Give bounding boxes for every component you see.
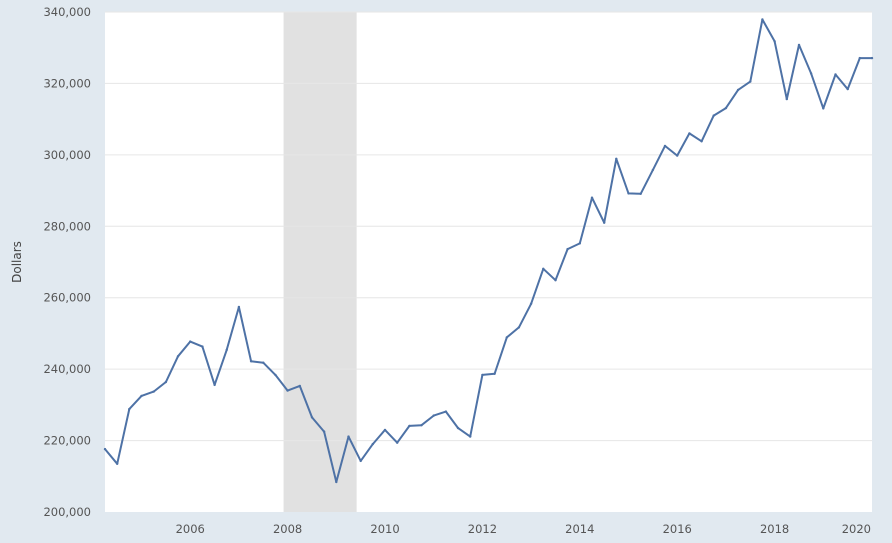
data-point xyxy=(517,326,521,329)
data-point xyxy=(298,384,301,388)
data-point xyxy=(700,140,703,143)
data-point xyxy=(749,80,752,83)
y-tick-label: 260,000 xyxy=(43,291,91,305)
data-point xyxy=(408,424,411,428)
data-point xyxy=(542,267,545,270)
data-point xyxy=(444,410,448,413)
data-point xyxy=(469,435,472,438)
data-point xyxy=(140,394,143,398)
data-point xyxy=(615,157,618,160)
data-point xyxy=(566,247,569,251)
data-point xyxy=(322,430,326,433)
data-point xyxy=(286,389,289,392)
data-point xyxy=(432,414,435,417)
data-point xyxy=(383,428,387,432)
data-point xyxy=(164,380,168,384)
x-axis-tick-labels: 2006 2008 2010 2012 2014 2016 2018 2020 xyxy=(176,522,871,536)
x-tick-label: 2020 xyxy=(842,522,871,536)
data-point xyxy=(761,18,764,21)
data-point xyxy=(797,43,801,47)
data-point xyxy=(858,56,861,60)
data-point xyxy=(724,106,728,110)
data-point xyxy=(554,279,557,282)
data-point xyxy=(603,221,606,224)
gridlines xyxy=(105,11,872,442)
data-point xyxy=(456,426,460,430)
data-point xyxy=(420,424,423,427)
x-tick-label: 2014 xyxy=(565,522,594,536)
data-point xyxy=(103,447,107,451)
data-point xyxy=(152,390,155,393)
x-tick-label: 2006 xyxy=(176,522,205,536)
x-tick-label: 2010 xyxy=(370,522,399,536)
data-point xyxy=(822,107,825,110)
data-point xyxy=(578,242,581,245)
data-point xyxy=(493,372,496,375)
data-point xyxy=(237,305,241,309)
data-point xyxy=(347,435,350,438)
y-tick-label: 340,000 xyxy=(43,5,91,19)
y-tick-label: 200,000 xyxy=(43,505,91,519)
y-tick-label: 220,000 xyxy=(43,434,91,448)
x-tick-label: 2012 xyxy=(468,522,497,536)
data-point xyxy=(590,196,594,199)
data-point xyxy=(736,88,740,92)
plot-area xyxy=(105,12,872,512)
recession-shading-layer xyxy=(283,12,357,512)
data-point xyxy=(809,72,813,75)
data-point xyxy=(310,416,314,419)
x-tick-label: 2018 xyxy=(760,522,789,536)
data-point xyxy=(846,87,849,91)
data-point xyxy=(116,462,119,465)
y-tick-label: 280,000 xyxy=(43,219,91,233)
series-line xyxy=(104,18,872,483)
data-point xyxy=(128,407,131,411)
data-point xyxy=(371,442,374,446)
y-tick-label: 300,000 xyxy=(43,148,91,162)
data-point xyxy=(785,97,788,101)
data-point xyxy=(627,192,630,195)
data-point xyxy=(505,336,508,339)
y-tick-label: 240,000 xyxy=(43,362,91,376)
data-point xyxy=(249,360,253,363)
recession-shade xyxy=(283,12,357,512)
series-layer xyxy=(103,18,874,484)
x-tick-label: 2016 xyxy=(663,522,692,536)
data-point xyxy=(834,73,837,76)
data-point xyxy=(274,373,277,377)
data-point xyxy=(773,40,776,43)
y-tick-label: 320,000 xyxy=(43,76,91,90)
data-point xyxy=(870,56,874,60)
data-point xyxy=(688,132,691,135)
data-point xyxy=(663,144,667,148)
data-point xyxy=(639,192,642,195)
data-point xyxy=(262,361,265,364)
y-axis-tick-labels: 200,000 220,000 240,000 260,000 280,000 300,0… xyxy=(43,5,91,519)
data-point xyxy=(651,168,655,172)
x-tick-label: 2008 xyxy=(273,522,302,536)
data-point xyxy=(189,340,192,343)
data-point xyxy=(676,154,679,157)
data-point xyxy=(529,302,533,305)
data-point xyxy=(176,355,180,358)
y-axis-label: Dollars xyxy=(10,241,24,283)
data-point xyxy=(481,373,484,377)
data-point xyxy=(712,114,715,117)
data-point xyxy=(201,345,204,348)
data-point xyxy=(213,383,216,387)
data-point xyxy=(359,459,362,463)
data-point xyxy=(225,348,228,352)
data-point xyxy=(335,480,338,484)
data-point xyxy=(396,441,399,444)
